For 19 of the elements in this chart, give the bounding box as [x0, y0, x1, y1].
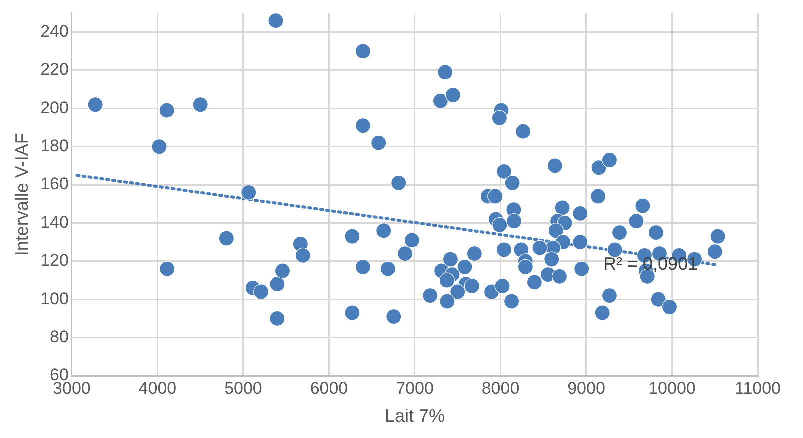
x-tick-label: 7000 [396, 378, 434, 398]
x-tick-label: 6000 [310, 378, 348, 398]
x-tick-label: 10000 [648, 378, 696, 398]
x-tick-label: 4000 [138, 378, 177, 398]
x-axis-title: Lait 7% [384, 406, 446, 426]
x-tick-label: 5000 [224, 378, 262, 398]
x-tick-label: 9000 [568, 378, 606, 398]
x-tick-label: 8000 [482, 378, 520, 398]
x-tick-label: 11000 [734, 378, 782, 398]
y-tick-label: 240 [40, 22, 69, 41]
y-tick-label: 120 [40, 251, 69, 270]
y-tick-label: 100 [40, 289, 69, 308]
y-tick-label: 80 [50, 328, 69, 346]
y-tick-label: 200 [40, 98, 69, 118]
y-tick-label: 140 [40, 212, 69, 232]
y-tick-label: 220 [40, 60, 69, 80]
y-tick-label: 160 [40, 174, 69, 194]
y-tick-label: 180 [40, 136, 69, 156]
y-axis-title: Intervalle V-IAF [12, 133, 32, 256]
